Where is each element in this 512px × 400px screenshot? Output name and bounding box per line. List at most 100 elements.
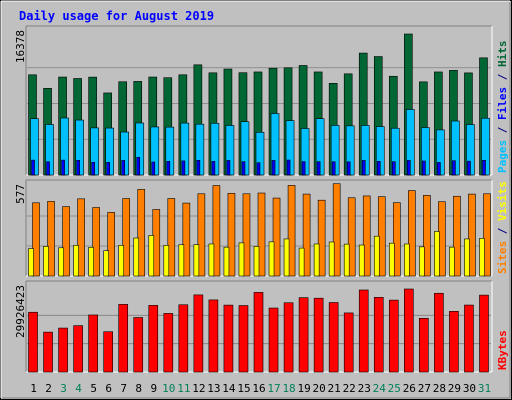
bar-visits-day-15 <box>242 193 251 277</box>
bar-kbytes-day-21 <box>328 302 339 373</box>
series-label-part: / <box>496 221 509 241</box>
bar-visits-day-14 <box>227 193 236 277</box>
bar-pages-day-4 <box>76 159 80 176</box>
bar-pages-day-28 <box>437 162 441 176</box>
bar-kbytes-day-27 <box>419 318 429 373</box>
x-tick-label-day-2: 2 <box>45 382 52 395</box>
x-tick-label-day-7: 7 <box>120 382 127 395</box>
x-tick-label-day-15: 15 <box>237 382 250 395</box>
panel-series-label: KBytes <box>496 330 509 370</box>
bar-kbytes-day-11 <box>178 304 189 373</box>
bar-visits-day-27 <box>423 195 431 277</box>
bar-pages-day-16 <box>256 162 261 176</box>
x-tick-label-day-25: 25 <box>388 382 401 395</box>
bar-kbytes-day-8 <box>133 317 144 373</box>
x-tick-label-day-1: 1 <box>30 382 37 395</box>
bar-pages-day-22 <box>346 161 351 176</box>
x-tick-label-day-9: 9 <box>150 382 157 395</box>
bar-pages-day-25 <box>391 161 396 176</box>
bar-sites-day-14 <box>223 246 230 277</box>
bar-sites-day-13 <box>208 243 215 277</box>
bar-visits-day-1 <box>32 202 40 277</box>
bar-kbytes-day-3 <box>58 327 68 373</box>
bar-sites-day-7 <box>118 245 125 277</box>
series-label-part: / <box>496 120 509 140</box>
panel-max-value-label: 577 <box>14 184 27 204</box>
bar-kbytes-day-30 <box>464 304 474 373</box>
bar-kbytes-day-12 <box>193 294 204 373</box>
bar-pages-day-6 <box>106 162 110 176</box>
bar-pages-day-8 <box>136 157 141 176</box>
bar-pages-day-15 <box>241 161 246 176</box>
bar-kbytes-day-7 <box>118 304 129 373</box>
bar-pages-day-17 <box>271 160 276 176</box>
panel-series-label: Sites / Visits <box>496 181 509 274</box>
bar-sites-day-9 <box>148 235 155 277</box>
bar-pages-day-3 <box>61 159 65 176</box>
bar-kbytes-day-2 <box>43 331 53 373</box>
bar-pages-day-18 <box>286 159 291 176</box>
x-tick-label-day-21: 21 <box>328 382 341 395</box>
bar-kbytes-day-29 <box>449 311 459 373</box>
bar-kbytes-day-1 <box>28 311 38 373</box>
x-tick-label-day-24: 24 <box>373 382 387 395</box>
bar-kbytes-day-24 <box>373 297 384 373</box>
bar-pages-day-24 <box>376 161 381 176</box>
x-tick-label-day-20: 20 <box>313 382 326 395</box>
bar-pages-day-10 <box>166 161 171 176</box>
panel-pages-files-hits: 16378 Pages / Files / Hits <box>14 25 509 176</box>
bar-visits-day-21 <box>332 183 341 277</box>
bar-sites-day-23 <box>358 244 365 277</box>
panel-sites-visits: 577 Sites / Visits <box>14 179 509 277</box>
bar-visits-day-3 <box>62 206 70 277</box>
bar-kbytes-day-20 <box>313 297 324 373</box>
bar-sites-day-29 <box>449 246 455 277</box>
bar-visits-day-30 <box>468 193 476 277</box>
x-tick-label-day-14: 14 <box>222 382 236 395</box>
bar-visits-day-29 <box>453 195 461 277</box>
bar-visits-day-5 <box>92 207 100 277</box>
bar-sites-day-16 <box>253 246 260 277</box>
bar-kbytes-day-22 <box>343 312 354 373</box>
series-label-part: / <box>496 67 509 87</box>
bar-kbytes-day-15 <box>238 305 249 373</box>
bar-sites-day-22 <box>343 243 350 277</box>
bar-pages-day-26 <box>407 160 411 176</box>
bar-sites-day-28 <box>434 231 440 277</box>
x-tick-label-day-19: 19 <box>297 382 310 395</box>
x-tick-label-day-23: 23 <box>358 382 371 395</box>
x-tick-label-day-29: 29 <box>448 382 461 395</box>
x-tick-label-day-8: 8 <box>135 382 142 395</box>
bar-visits-day-6 <box>107 212 115 277</box>
bar-visits-day-13 <box>212 185 221 277</box>
bar-pages-day-19 <box>301 161 306 176</box>
bar-sites-day-26 <box>404 243 410 277</box>
x-tick-label-day-30: 30 <box>463 382 476 395</box>
bar-kbytes-day-18 <box>283 302 294 373</box>
bar-sites-day-2 <box>43 246 49 277</box>
bar-visits-day-20 <box>317 199 326 277</box>
bar-kbytes-day-16 <box>253 292 264 373</box>
bar-visits-day-17 <box>272 197 281 277</box>
bar-visits-day-11 <box>182 202 191 277</box>
bar-sites-day-30 <box>464 238 470 277</box>
bar-kbytes-day-13 <box>208 299 219 373</box>
x-tick-label-day-31: 31 <box>478 382 491 395</box>
x-tick-label-day-27: 27 <box>418 382 431 395</box>
x-tick-label-day-6: 6 <box>105 382 112 395</box>
bar-sites-day-31 <box>479 238 485 277</box>
series-label-part: KBytes <box>496 330 509 370</box>
bar-kbytes-day-19 <box>298 297 309 373</box>
x-tick-label-day-11: 11 <box>177 382 190 395</box>
x-tick-label-day-26: 26 <box>403 382 416 395</box>
bar-visits-day-8 <box>137 189 146 277</box>
bar-sites-day-27 <box>419 246 425 277</box>
bar-pages-day-30 <box>467 160 471 176</box>
bar-kbytes-day-14 <box>223 304 234 373</box>
x-tick-label-day-18: 18 <box>282 382 295 395</box>
bar-pages-day-14 <box>226 160 231 176</box>
series-label-part: Pages <box>496 140 509 173</box>
bar-visits-day-31 <box>483 193 491 277</box>
panel-kbytes: 29926423 KBytes <box>14 280 509 373</box>
bar-pages-day-21 <box>331 161 336 176</box>
